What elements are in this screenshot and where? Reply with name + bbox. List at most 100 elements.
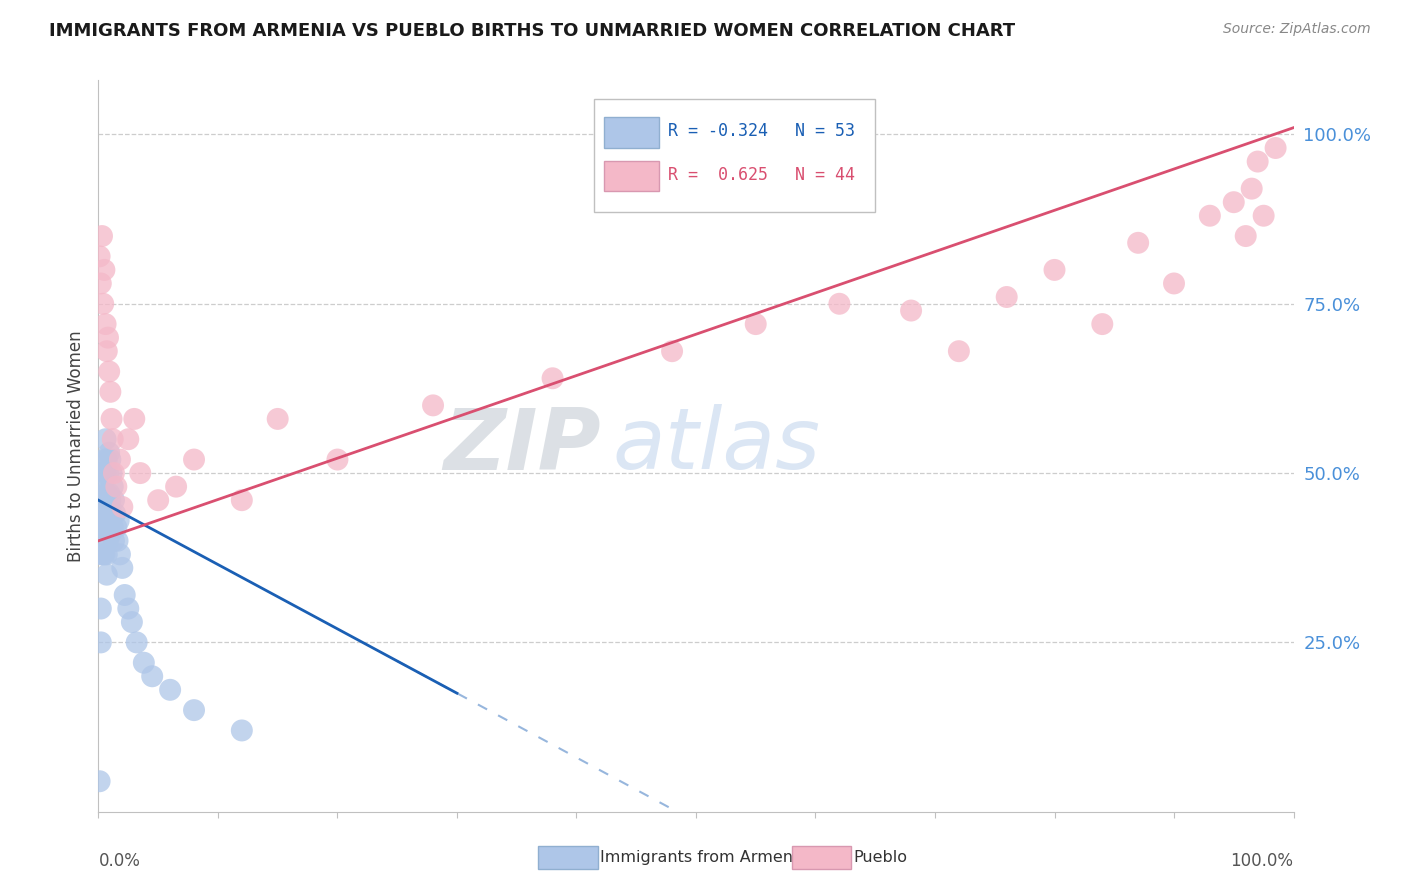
- Point: [94, 533, 117, 548]
- Text: atlas: atlas: [613, 404, 820, 488]
- Point: [103, 493, 125, 508]
- Point: [104, 507, 127, 521]
- Point: [1128, 235, 1150, 250]
- Point: [94, 317, 117, 331]
- Point: [96, 344, 118, 359]
- Text: N = 44: N = 44: [796, 167, 855, 185]
- Point: [98, 486, 121, 500]
- Point: [97, 466, 120, 480]
- Point: [541, 371, 564, 385]
- Point: [117, 432, 139, 446]
- Point: [93, 263, 115, 277]
- Point: [89, 249, 111, 263]
- Point: [93, 547, 115, 561]
- Point: [101, 432, 124, 446]
- Point: [132, 656, 155, 670]
- Text: Immigrants from Armenia: Immigrants from Armenia: [600, 850, 807, 864]
- Point: [108, 452, 131, 467]
- Point: [94, 493, 117, 508]
- Text: R = -0.324: R = -0.324: [668, 122, 769, 140]
- Point: [828, 297, 851, 311]
- Point: [124, 412, 146, 426]
- Point: [96, 486, 118, 500]
- Text: R =  0.625: R = 0.625: [668, 167, 769, 185]
- Point: [101, 480, 124, 494]
- Point: [91, 500, 114, 514]
- Point: [90, 635, 112, 649]
- Point: [125, 635, 148, 649]
- Point: [98, 446, 121, 460]
- Point: [1253, 209, 1275, 223]
- Point: [89, 774, 111, 789]
- Point: [129, 466, 152, 480]
- Point: [91, 520, 114, 534]
- Point: [97, 500, 120, 514]
- Point: [1247, 154, 1270, 169]
- Point: [100, 412, 122, 426]
- Point: [1223, 195, 1246, 210]
- FancyBboxPatch shape: [605, 117, 659, 147]
- Point: [745, 317, 768, 331]
- Point: [183, 452, 205, 467]
- Point: [98, 364, 121, 378]
- Point: [93, 452, 115, 467]
- Point: [159, 682, 181, 697]
- Point: [96, 547, 118, 561]
- Point: [96, 567, 118, 582]
- Point: [1043, 263, 1066, 277]
- Text: ZIP: ZIP: [443, 404, 600, 488]
- Point: [91, 480, 114, 494]
- Point: [103, 533, 125, 548]
- Text: IMMIGRANTS FROM ARMENIA VS PUEBLO BIRTHS TO UNMARRIED WOMEN CORRELATION CHART: IMMIGRANTS FROM ARMENIA VS PUEBLO BIRTHS…: [49, 22, 1015, 40]
- Point: [98, 384, 122, 399]
- Point: [94, 432, 117, 446]
- Point: [98, 527, 122, 541]
- Point: [97, 533, 120, 548]
- Point: [91, 514, 114, 528]
- Point: [107, 514, 129, 528]
- Point: [98, 493, 122, 508]
- Point: [103, 466, 125, 480]
- Point: [148, 493, 170, 508]
- FancyBboxPatch shape: [605, 161, 659, 192]
- Point: [900, 303, 922, 318]
- Point: [117, 601, 139, 615]
- Point: [267, 412, 290, 426]
- Point: [90, 277, 112, 291]
- FancyBboxPatch shape: [595, 99, 875, 212]
- Point: [98, 452, 122, 467]
- Point: [94, 466, 117, 480]
- Point: [141, 669, 163, 683]
- Point: [93, 486, 115, 500]
- Point: [105, 520, 128, 534]
- Point: [326, 452, 349, 467]
- Point: [165, 480, 187, 494]
- Point: [96, 452, 118, 467]
- Point: [661, 344, 683, 359]
- Point: [231, 723, 253, 738]
- Point: [111, 500, 134, 514]
- Point: [1199, 209, 1222, 223]
- Y-axis label: Births to Unmarried Women: Births to Unmarried Women: [66, 330, 84, 562]
- Point: [105, 480, 128, 494]
- Point: [183, 703, 205, 717]
- Point: [100, 507, 122, 521]
- Point: [231, 493, 253, 508]
- Point: [1264, 141, 1286, 155]
- Point: [114, 588, 136, 602]
- Point: [90, 547, 112, 561]
- Point: [111, 561, 134, 575]
- Point: [91, 229, 114, 244]
- Point: [90, 601, 112, 615]
- Text: Source: ZipAtlas.com: Source: ZipAtlas.com: [1223, 22, 1371, 37]
- Point: [91, 297, 114, 311]
- Text: Pueblo: Pueblo: [853, 850, 907, 864]
- Point: [1240, 181, 1263, 195]
- Point: [100, 466, 122, 480]
- Point: [995, 290, 1018, 304]
- Point: [91, 547, 114, 561]
- Point: [98, 520, 121, 534]
- Point: [107, 533, 129, 548]
- Text: 0.0%: 0.0%: [98, 852, 141, 870]
- Point: [422, 398, 444, 412]
